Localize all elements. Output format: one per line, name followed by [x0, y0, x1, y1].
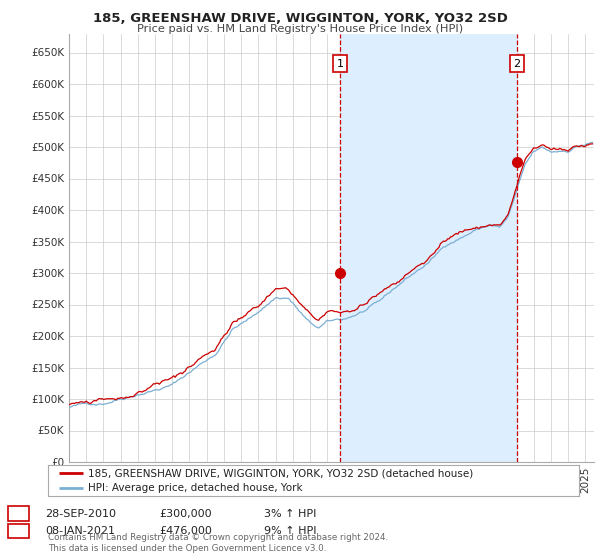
Text: £476,000: £476,000 — [159, 526, 212, 536]
Text: Price paid vs. HM Land Registry's House Price Index (HPI): Price paid vs. HM Land Registry's House … — [137, 24, 463, 34]
Text: HPI: Average price, detached house, York: HPI: Average price, detached house, York — [88, 483, 302, 493]
Bar — [340, 34, 517, 462]
Text: 2: 2 — [15, 526, 22, 536]
Text: 9% ↑ HPI: 9% ↑ HPI — [264, 526, 317, 536]
Text: 08-JAN-2021: 08-JAN-2021 — [45, 526, 115, 536]
Text: 3% ↑ HPI: 3% ↑ HPI — [264, 508, 316, 519]
Text: 1: 1 — [15, 508, 22, 519]
Text: Contains HM Land Registry data © Crown copyright and database right 2024.
This d: Contains HM Land Registry data © Crown c… — [48, 533, 388, 553]
Text: 2: 2 — [514, 59, 521, 68]
Text: 1: 1 — [337, 59, 344, 68]
Text: 28-SEP-2010: 28-SEP-2010 — [45, 508, 116, 519]
Text: 185, GREENSHAW DRIVE, WIGGINTON, YORK, YO32 2SD: 185, GREENSHAW DRIVE, WIGGINTON, YORK, Y… — [92, 12, 508, 25]
Text: 185, GREENSHAW DRIVE, WIGGINTON, YORK, YO32 2SD (detached house): 185, GREENSHAW DRIVE, WIGGINTON, YORK, Y… — [88, 468, 473, 478]
Text: £300,000: £300,000 — [159, 508, 212, 519]
